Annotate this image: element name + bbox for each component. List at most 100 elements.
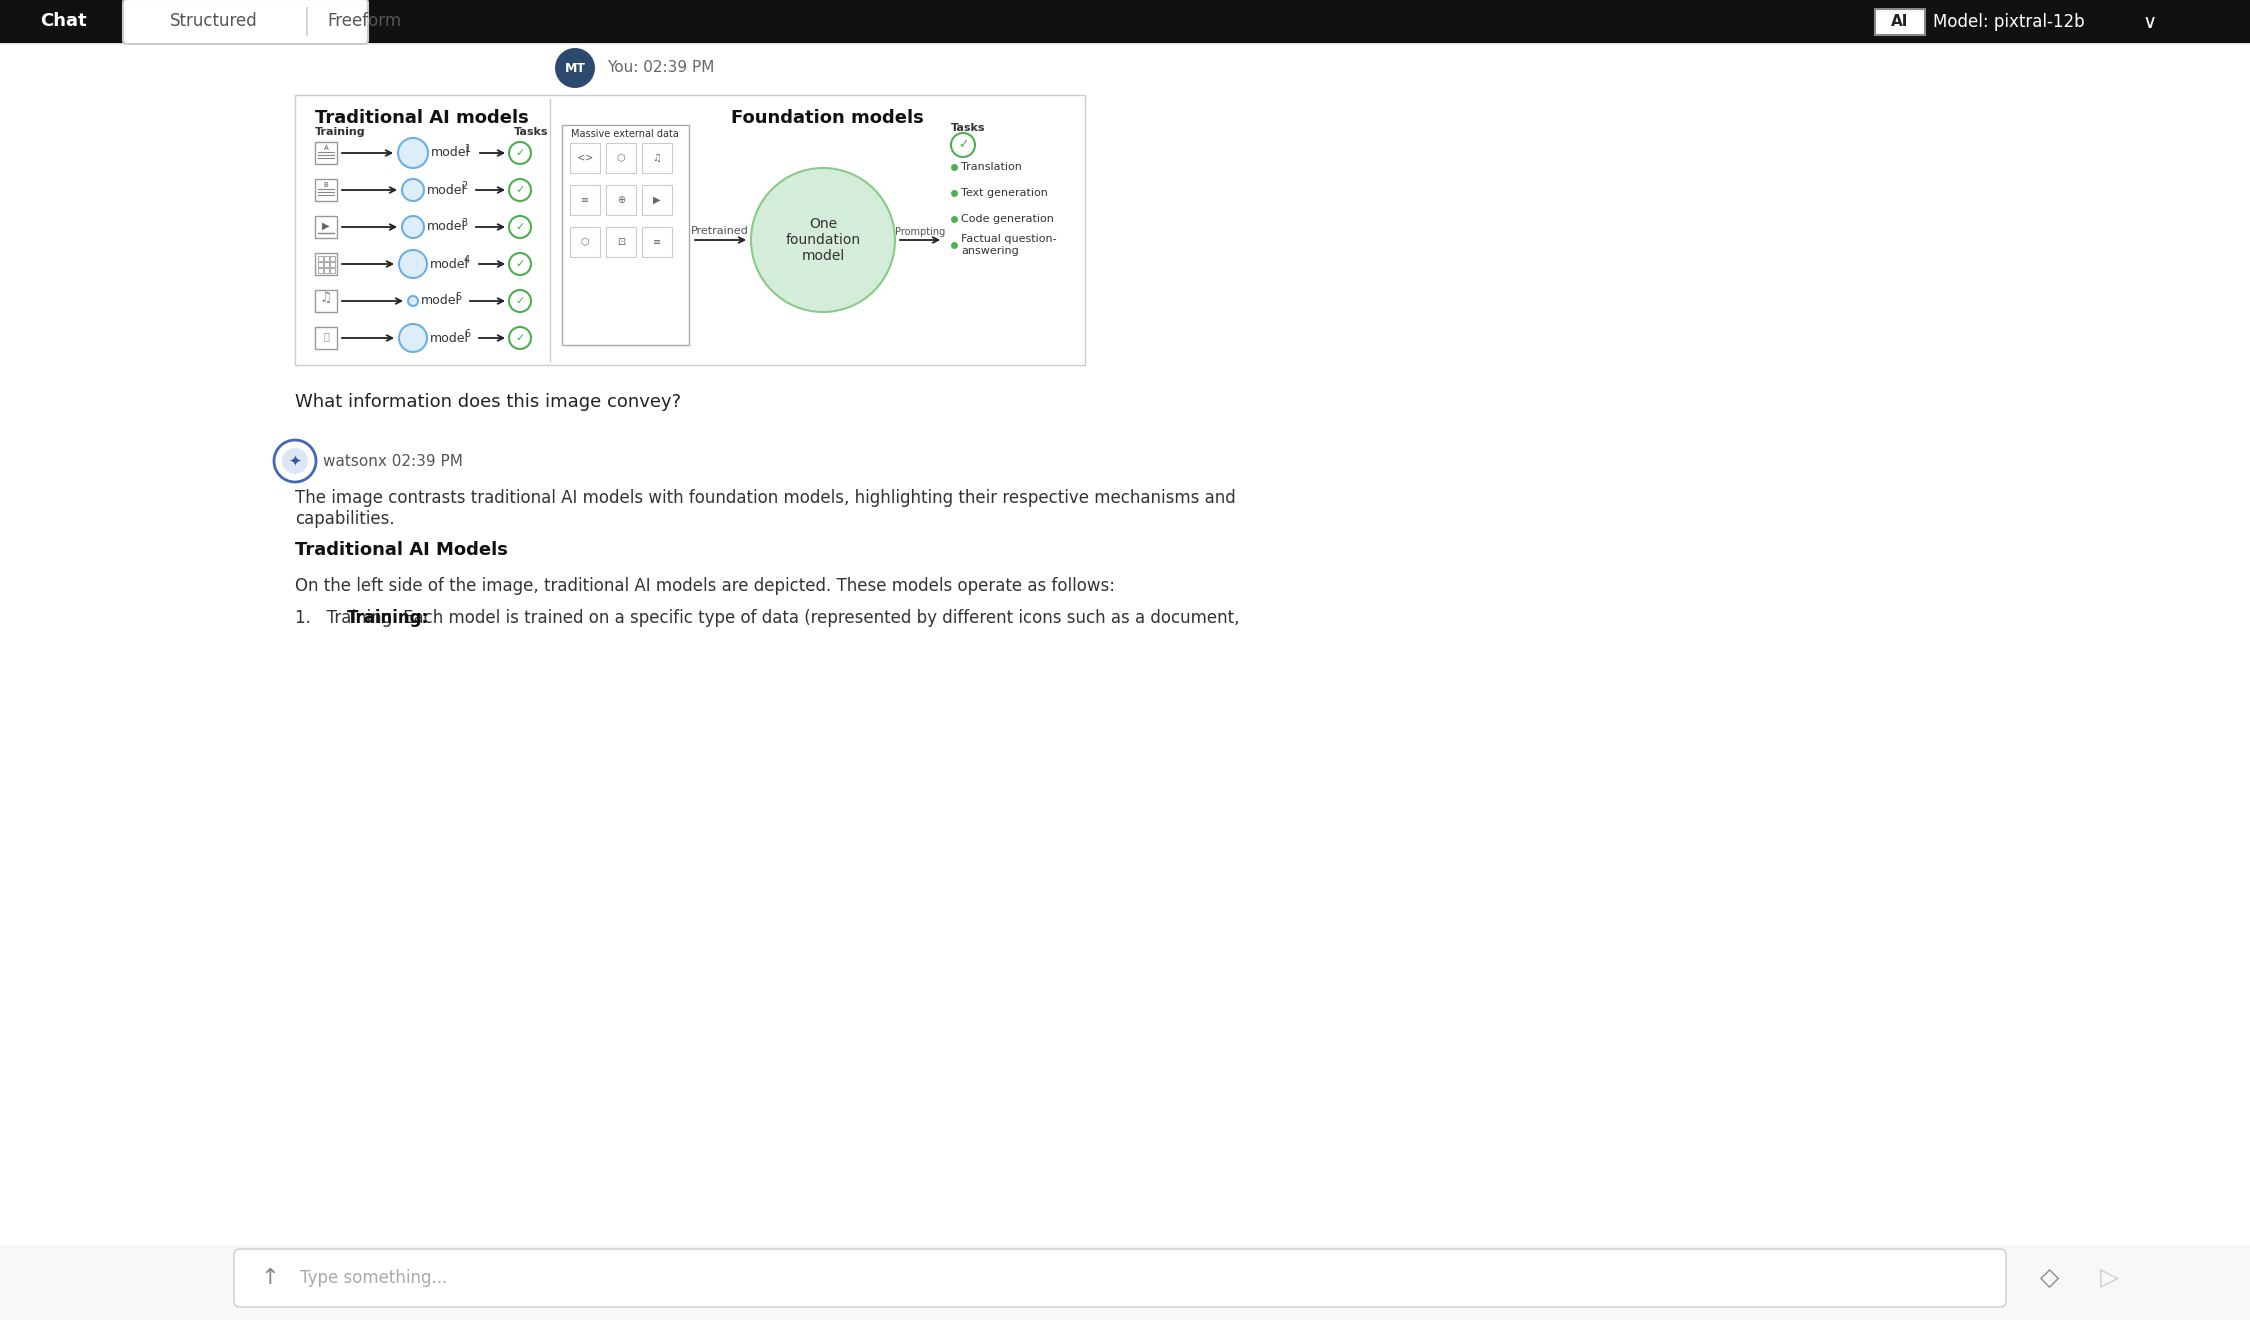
FancyBboxPatch shape [124, 0, 369, 44]
FancyBboxPatch shape [1874, 9, 1926, 36]
Text: Massive external data: Massive external data [572, 129, 680, 139]
FancyBboxPatch shape [641, 143, 673, 173]
Text: 2: 2 [461, 181, 468, 191]
Text: Training: Training [315, 127, 365, 137]
Text: model: model [430, 331, 468, 345]
Text: ✓: ✓ [515, 222, 524, 232]
Text: On the left side of the image, traditional AI models are depicted. These models : On the left side of the image, tradition… [295, 577, 1116, 595]
Text: You: 02:39 PM: You: 02:39 PM [608, 61, 716, 75]
Text: Factual question-
answering: Factual question- answering [961, 234, 1058, 256]
Text: Translation: Translation [961, 162, 1022, 172]
Text: ✓: ✓ [515, 148, 524, 158]
Circle shape [508, 180, 531, 201]
Text: Code generation: Code generation [961, 214, 1053, 224]
Text: <>: <> [576, 153, 594, 162]
Text: ♫: ♫ [319, 290, 333, 305]
Circle shape [508, 327, 531, 348]
FancyBboxPatch shape [0, 0, 2250, 44]
Text: model: model [428, 183, 466, 197]
Circle shape [752, 168, 896, 312]
Circle shape [281, 447, 308, 474]
Text: The image contrasts traditional AI models with foundation models, highlighting t: The image contrasts traditional AI model… [295, 488, 1235, 528]
FancyBboxPatch shape [569, 185, 601, 215]
Text: Structured: Structured [171, 12, 259, 30]
Text: model: model [432, 147, 470, 160]
Text: ▷: ▷ [2102, 1266, 2119, 1290]
Text: Training:: Training: [346, 609, 430, 627]
FancyBboxPatch shape [324, 256, 328, 261]
Text: One
foundation
model: One foundation model [785, 216, 860, 263]
Circle shape [274, 440, 315, 482]
FancyBboxPatch shape [0, 0, 126, 44]
Text: ✓: ✓ [958, 139, 968, 152]
FancyBboxPatch shape [295, 95, 1084, 366]
FancyBboxPatch shape [317, 256, 324, 261]
Text: ✓: ✓ [515, 333, 524, 343]
FancyBboxPatch shape [324, 261, 328, 267]
Text: model: model [430, 257, 468, 271]
Text: Tasks: Tasks [952, 123, 986, 133]
Text: Chat: Chat [40, 12, 86, 30]
FancyBboxPatch shape [605, 143, 637, 173]
Text: ≡: ≡ [580, 195, 590, 205]
Text: ⊕: ⊕ [616, 195, 626, 205]
Text: ♫: ♫ [652, 153, 662, 162]
Text: model: model [428, 220, 466, 234]
Text: 4: 4 [464, 255, 470, 265]
Text: ∨: ∨ [2142, 12, 2158, 32]
Text: model: model [421, 294, 459, 308]
Text: AI: AI [1892, 15, 1908, 29]
Circle shape [508, 216, 531, 238]
Circle shape [403, 216, 423, 238]
Text: Model: pixtral-12b: Model: pixtral-12b [1933, 13, 2084, 30]
Circle shape [398, 323, 428, 352]
Text: MT: MT [565, 62, 585, 74]
Text: ≡: ≡ [652, 238, 662, 247]
Circle shape [508, 253, 531, 275]
FancyBboxPatch shape [641, 227, 673, 257]
FancyBboxPatch shape [569, 227, 601, 257]
FancyBboxPatch shape [315, 290, 338, 312]
Text: Foundation models: Foundation models [731, 110, 922, 127]
Text: Tasks: Tasks [513, 127, 549, 137]
Text: ✓: ✓ [515, 185, 524, 195]
FancyBboxPatch shape [315, 180, 338, 201]
Text: Type something...: Type something... [299, 1269, 448, 1287]
Text: B: B [324, 182, 328, 187]
Text: Prompting: Prompting [896, 227, 945, 238]
Circle shape [952, 133, 974, 157]
Text: ⊡: ⊡ [616, 238, 626, 247]
Text: 3: 3 [461, 218, 468, 228]
FancyBboxPatch shape [315, 216, 338, 238]
FancyBboxPatch shape [234, 1249, 2007, 1307]
FancyBboxPatch shape [315, 143, 338, 164]
Text: watsonx 02:39 PM: watsonx 02:39 PM [324, 454, 464, 469]
FancyBboxPatch shape [317, 261, 324, 267]
FancyBboxPatch shape [331, 256, 335, 261]
FancyBboxPatch shape [315, 327, 338, 348]
Circle shape [398, 139, 428, 168]
Text: ✦: ✦ [288, 454, 302, 469]
FancyBboxPatch shape [331, 261, 335, 267]
Text: ◇: ◇ [2041, 1266, 2059, 1290]
Text: ✓: ✓ [515, 296, 524, 306]
Circle shape [508, 143, 531, 164]
Text: Freeform: Freeform [326, 12, 400, 30]
FancyBboxPatch shape [605, 227, 637, 257]
Text: What information does this image convey?: What information does this image convey? [295, 393, 682, 411]
Text: Traditional AI models: Traditional AI models [315, 110, 529, 127]
Text: 5: 5 [455, 292, 461, 302]
FancyBboxPatch shape [605, 185, 637, 215]
Circle shape [407, 296, 418, 306]
Text: Text generation: Text generation [961, 187, 1048, 198]
Text: Traditional AI Models: Traditional AI Models [295, 541, 508, 558]
Text: ✓: ✓ [515, 259, 524, 269]
Circle shape [403, 180, 423, 201]
Text: ▶: ▶ [322, 220, 331, 231]
Text: 6: 6 [464, 329, 470, 339]
FancyBboxPatch shape [317, 268, 324, 273]
Text: A: A [324, 145, 328, 150]
FancyBboxPatch shape [324, 268, 328, 273]
Circle shape [398, 249, 428, 279]
Text: Pretrained: Pretrained [691, 226, 749, 236]
